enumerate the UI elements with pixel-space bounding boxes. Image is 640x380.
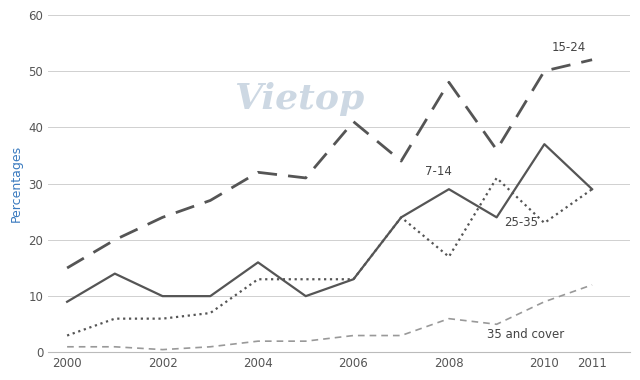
Text: Vietop: Vietop (234, 82, 365, 116)
Text: 15-24: 15-24 (552, 41, 586, 54)
Text: 35 and cover: 35 and cover (487, 328, 564, 341)
Text: 7-14: 7-14 (425, 165, 452, 178)
Text: 25-35: 25-35 (504, 216, 538, 229)
Y-axis label: Percentages: Percentages (10, 145, 23, 222)
